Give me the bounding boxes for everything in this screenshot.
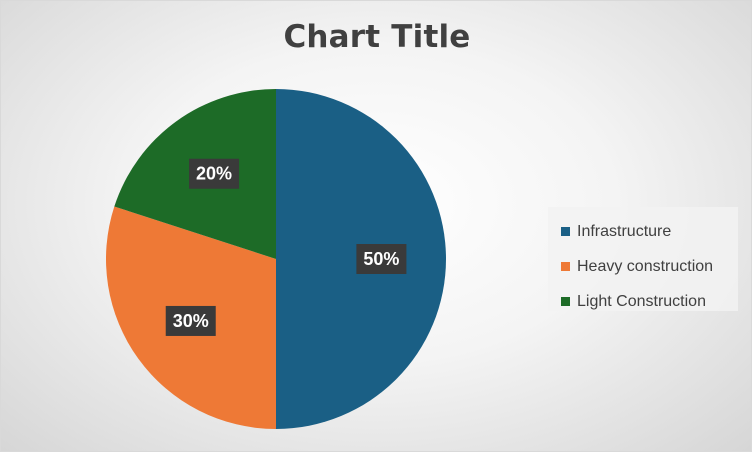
- legend-swatch: [561, 297, 570, 306]
- chart-title: Chart Title: [283, 19, 471, 55]
- legend-label: Infrastructure: [577, 222, 672, 240]
- data-label-text: 50%: [363, 249, 399, 269]
- data-label-heavy-construction: 30%: [165, 305, 216, 336]
- legend: Infrastructure Heavy construction Light …: [548, 207, 738, 311]
- data-label-box: [356, 244, 407, 274]
- legend-swatch: [561, 262, 570, 271]
- data-label-text: 30%: [173, 311, 209, 331]
- legend-swatch: [561, 227, 570, 236]
- data-label-text: 20%: [196, 164, 232, 184]
- data-label-light-construction: 20%: [189, 158, 240, 189]
- legend-label: Light Construction: [577, 292, 706, 310]
- legend-item-heavy-construction: Heavy construction: [561, 249, 738, 284]
- legend-label: Heavy construction: [577, 257, 714, 275]
- legend-item-infrastructure: Infrastructure: [561, 214, 738, 249]
- data-label-infrastructure: 50%: [356, 244, 407, 274]
- legend-item-light-construction: Light Construction: [561, 284, 738, 319]
- data-label-box: [189, 158, 240, 189]
- data-label-box: [165, 305, 216, 336]
